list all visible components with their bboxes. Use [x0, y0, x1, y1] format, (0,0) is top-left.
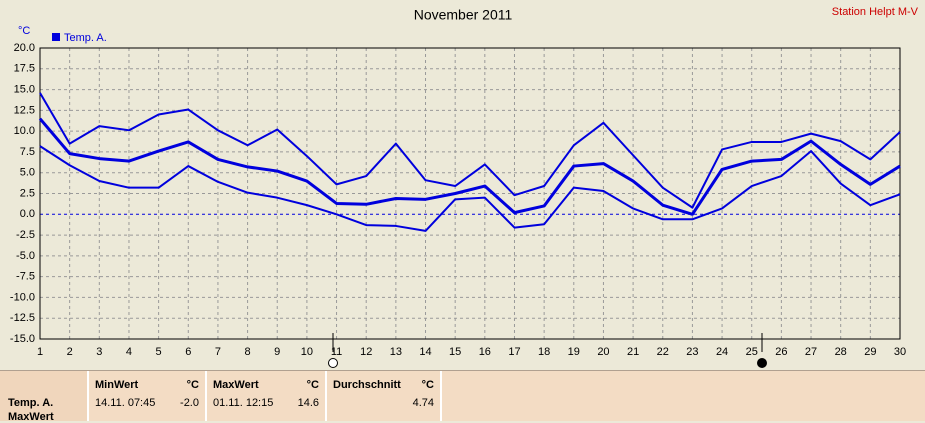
chart-title: November 2011: [414, 7, 513, 23]
x-tick-label: 19: [568, 346, 580, 358]
x-tick-label: 6: [185, 346, 191, 358]
avg-value: 4.74: [412, 397, 434, 409]
y-tick-label: 7.5: [20, 146, 35, 158]
x-tick-label: 1: [37, 346, 43, 358]
x-tick-label: 17: [508, 346, 520, 358]
min-value: -2.0: [180, 397, 199, 409]
x-tick-label: 21: [627, 346, 639, 358]
max-time: 01.11. 12:15: [213, 397, 274, 409]
y-tick-label: 2.5: [20, 187, 35, 199]
legend-label: Temp. A.: [64, 32, 107, 44]
x-tick-label: 4: [126, 346, 132, 358]
y-unit: °C: [18, 25, 30, 37]
x-tick-label: 29: [864, 346, 876, 358]
legend-swatch: [52, 33, 60, 41]
station-name: Station Helpt M-V: [832, 6, 919, 18]
y-tick-label: 17.5: [14, 63, 35, 75]
min-time: 14.11. 07:45: [95, 397, 156, 409]
y-tick-label: -12.5: [10, 312, 35, 324]
y-tick-label: -15.0: [10, 333, 35, 345]
avg-unit: °C: [421, 379, 434, 391]
x-tick-label: 28: [835, 346, 847, 358]
y-tick-label: -7.5: [16, 271, 35, 283]
moon-icon: [328, 358, 338, 368]
y-tick-label: -5.0: [16, 250, 35, 262]
x-tick-label: 26: [775, 346, 787, 358]
series-line: [39, 145, 901, 232]
row-label: MaxWert: [8, 411, 54, 423]
x-tick-label: 27: [805, 346, 817, 358]
min-title: MinWert: [95, 379, 139, 391]
y-tick-label: -2.5: [16, 229, 35, 241]
y-tick-label: 0.0: [20, 208, 35, 220]
x-tick-label: 20: [597, 346, 609, 358]
x-tick-label: 25: [746, 346, 758, 358]
x-tick-label: 7: [215, 346, 221, 358]
max-unit: °C: [306, 379, 319, 391]
avg-title: Durchschnitt: [333, 379, 401, 391]
series-name: Temp. A.: [8, 397, 54, 409]
y-tick-label: 5.0: [20, 167, 35, 179]
x-tick-label: 8: [245, 346, 251, 358]
max-value: 14.6: [297, 397, 319, 409]
y-tick-label: 10.0: [14, 125, 35, 137]
x-tick-label: 11: [331, 346, 342, 358]
plot-frame: [39, 47, 901, 340]
series-line: [38, 117, 901, 216]
x-tick-label: 3: [96, 346, 102, 358]
x-tick-label: 24: [716, 346, 728, 358]
moon-icon: [757, 358, 767, 368]
x-tick-label: 5: [156, 346, 162, 358]
series-line: [39, 92, 901, 209]
y-tick-label: -10.0: [10, 291, 35, 303]
x-tick-label: 15: [449, 346, 461, 358]
y-tick-label: 20.0: [14, 42, 35, 54]
x-tick-label: 18: [538, 346, 550, 358]
x-tick-label: 9: [274, 346, 280, 358]
x-tick-label: 2: [67, 346, 73, 358]
y-tick-label: 12.5: [14, 104, 35, 116]
y-tick-label: 15.0: [14, 83, 35, 95]
min-unit: °C: [186, 379, 199, 391]
x-tick-label: 16: [479, 346, 491, 358]
max-title: MaxWert: [213, 379, 259, 391]
x-tick-label: 10: [301, 346, 313, 358]
x-tick-label: 13: [390, 346, 402, 358]
chart: November 2011 Station Helpt M-V °C Temp.…: [10, 6, 919, 368]
x-tick-label: 30: [894, 346, 906, 358]
x-tick-label: 22: [657, 346, 669, 358]
x-tick-label: 14: [419, 346, 431, 358]
x-tick-label: 23: [686, 346, 698, 358]
summary-panel: Temp. A. MaxWert MinWert °C 14.11. 07:45…: [0, 370, 925, 423]
x-tick-label: 12: [360, 346, 372, 358]
